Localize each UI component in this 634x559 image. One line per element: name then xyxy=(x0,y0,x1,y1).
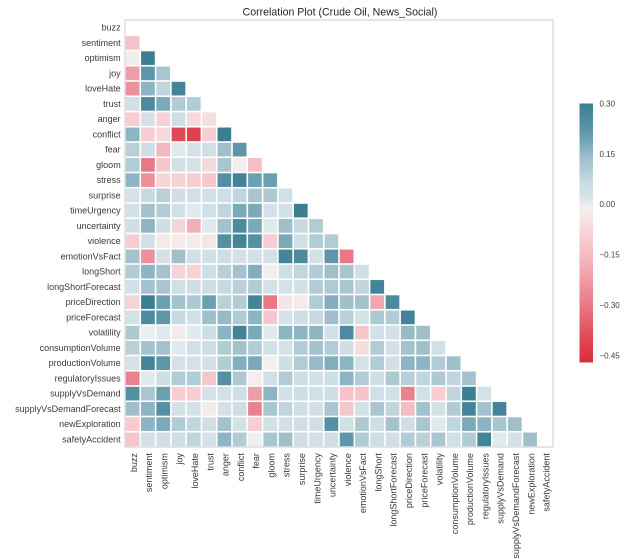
svg-text:sentiment: sentiment xyxy=(144,453,154,493)
svg-text:joy: joy xyxy=(175,453,185,466)
svg-text:conflict: conflict xyxy=(93,129,122,139)
svg-text:anger: anger xyxy=(221,453,231,476)
svg-text:safetyAccident: safetyAccident xyxy=(62,434,121,444)
svg-text:safetyAccident: safetyAccident xyxy=(542,453,552,512)
svg-text:uncertainty: uncertainty xyxy=(77,221,122,231)
svg-text:trust: trust xyxy=(205,453,215,471)
svg-text:supplyVsDemand: supplyVsDemand xyxy=(50,389,121,399)
svg-text:−0.30: −0.30 xyxy=(600,301,621,310)
svg-text:surprise: surprise xyxy=(89,190,121,200)
svg-text:volatility: volatility xyxy=(435,453,445,486)
svg-text:buzz: buzz xyxy=(102,23,122,33)
svg-text:violence: violence xyxy=(343,453,353,486)
svg-text:priceForecast: priceForecast xyxy=(419,453,429,508)
svg-text:supplyVsDemandForecast: supplyVsDemandForecast xyxy=(15,404,121,414)
svg-text:uncertainty: uncertainty xyxy=(328,453,338,498)
svg-text:optimism: optimism xyxy=(85,53,121,63)
svg-text:productionVolume: productionVolume xyxy=(465,453,475,525)
svg-text:fear: fear xyxy=(105,145,121,155)
svg-text:0.15: 0.15 xyxy=(600,150,616,159)
svg-text:sentiment: sentiment xyxy=(82,38,122,48)
svg-text:violence: violence xyxy=(88,236,121,246)
svg-text:newExploration: newExploration xyxy=(59,419,121,429)
svg-text:trust: trust xyxy=(103,99,121,109)
svg-text:−0.45: −0.45 xyxy=(600,351,621,360)
svg-text:priceDirection: priceDirection xyxy=(66,297,121,307)
svg-text:buzz: buzz xyxy=(129,453,139,473)
svg-text:−0.15: −0.15 xyxy=(600,251,621,260)
svg-text:newExploration: newExploration xyxy=(526,453,536,515)
svg-text:optimism: optimism xyxy=(159,453,169,489)
svg-text:stress: stress xyxy=(282,453,292,478)
svg-text:loveHate: loveHate xyxy=(85,84,121,94)
svg-text:timeUrgency: timeUrgency xyxy=(70,206,121,216)
svg-text:surprise: surprise xyxy=(297,453,307,485)
svg-text:supplyVsDemandForecast: supplyVsDemandForecast xyxy=(511,453,521,559)
svg-text:conflict: conflict xyxy=(236,453,246,482)
svg-text:gloom: gloom xyxy=(96,160,121,170)
svg-text:loveHate: loveHate xyxy=(190,453,200,489)
svg-text:stress: stress xyxy=(97,175,122,185)
svg-text:priceForecast: priceForecast xyxy=(66,312,121,322)
svg-text:0.00: 0.00 xyxy=(600,200,616,209)
svg-text:regulatoryIssues: regulatoryIssues xyxy=(55,373,122,383)
svg-text:gloom: gloom xyxy=(266,453,276,478)
svg-text:regulatoryIssues: regulatoryIssues xyxy=(480,453,490,520)
svg-text:joy: joy xyxy=(108,68,121,78)
svg-text:supplyVsDemand: supplyVsDemand xyxy=(496,453,506,524)
svg-text:timeUrgency: timeUrgency xyxy=(312,453,322,504)
svg-text:productionVolume: productionVolume xyxy=(49,358,121,368)
svg-text:longShortForecast: longShortForecast xyxy=(47,282,121,292)
svg-text:fear: fear xyxy=(251,453,261,469)
svg-text:Correlation Plot (Crude Oil, N: Correlation Plot (Crude Oil, News_Social… xyxy=(243,6,438,18)
svg-text:consumptionVolume: consumptionVolume xyxy=(450,453,460,534)
svg-text:volatility: volatility xyxy=(89,328,122,338)
svg-text:priceDirection: priceDirection xyxy=(404,453,414,508)
svg-text:consumptionVolume: consumptionVolume xyxy=(40,343,121,353)
svg-text:longShort: longShort xyxy=(373,453,383,492)
svg-text:emotionVsFact: emotionVsFact xyxy=(358,453,368,514)
svg-text:anger: anger xyxy=(98,114,121,124)
svg-text:emotionVsFact: emotionVsFact xyxy=(61,251,122,261)
svg-text:longShort: longShort xyxy=(82,267,121,277)
svg-text:longShortForecast: longShortForecast xyxy=(389,453,399,527)
svg-text:0.30: 0.30 xyxy=(600,99,616,108)
